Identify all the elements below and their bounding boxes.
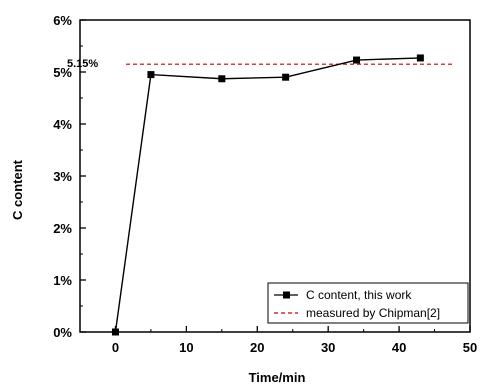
y-tick-label: 1% [53,273,72,288]
x-axis-label: Time/min [249,370,306,385]
x-tick-label: 0 [112,340,119,355]
x-tick-label: 50 [463,340,477,355]
x-tick-label: 40 [392,340,406,355]
x-tick-label: 20 [250,340,264,355]
data-point [147,71,155,79]
plot-frame [79,19,471,333]
x-tick-label: 30 [321,340,335,355]
y-tick-label: 3% [53,169,72,184]
y-tick-label: 2% [53,221,72,236]
y-tick-label: 6% [53,13,72,28]
data-point [282,73,290,81]
data-point [353,56,361,64]
y-axis-label: C content [10,159,25,220]
legend-entry-c-content: C content, this work [306,288,412,302]
legend-marker-square [283,291,290,299]
y-tick-label: 5% [53,65,72,80]
data-point [218,75,226,83]
reference-value-label: 5.15% [67,58,98,70]
x-tick-label: 10 [179,340,193,355]
y-tick-label: 4% [53,117,72,132]
ticks-layer: 0 10 20 30 40 50 0% 1% 2% 3% 4% 5% 6% [53,13,477,355]
legend-box [267,282,469,324]
series-line [114,57,421,333]
legend: C content, this work measured by Chipman… [267,282,469,324]
data-point [416,54,424,62]
y-tick-label: 0% [53,325,72,340]
legend-entry-chipman: measured by Chipman[2] [306,306,440,320]
